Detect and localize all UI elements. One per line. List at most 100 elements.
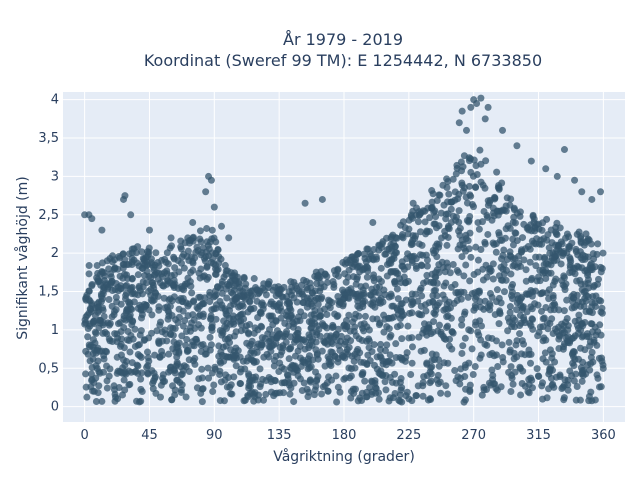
data-point xyxy=(425,324,433,332)
data-point xyxy=(454,373,462,381)
data-point xyxy=(407,371,415,379)
data-point xyxy=(527,350,535,358)
data-point xyxy=(296,317,304,325)
data-point xyxy=(465,326,473,334)
data-point xyxy=(193,384,201,392)
data-point xyxy=(98,226,106,234)
data-point xyxy=(572,396,580,404)
data-point xyxy=(332,372,340,380)
data-point xyxy=(403,388,411,396)
data-point xyxy=(423,331,431,339)
data-point xyxy=(403,349,411,357)
data-point xyxy=(85,262,93,270)
data-point xyxy=(157,318,165,326)
data-point xyxy=(465,218,473,226)
data-point xyxy=(90,317,98,325)
data-point xyxy=(552,275,560,283)
data-point xyxy=(398,262,406,270)
data-point xyxy=(190,342,198,350)
data-point xyxy=(513,142,521,150)
data-point xyxy=(148,279,156,287)
data-point xyxy=(496,236,504,244)
data-point xyxy=(520,256,528,264)
data-point xyxy=(442,382,450,390)
data-point xyxy=(415,211,423,219)
data-point xyxy=(122,295,130,303)
data-point xyxy=(114,367,122,375)
data-point xyxy=(96,270,104,278)
data-point xyxy=(110,265,118,273)
data-point xyxy=(369,274,377,282)
data-point xyxy=(518,246,526,254)
data-point xyxy=(385,245,393,253)
data-point xyxy=(392,379,400,387)
data-point xyxy=(471,295,479,303)
data-point xyxy=(347,394,355,402)
data-point xyxy=(589,293,597,301)
data-point xyxy=(345,343,353,351)
data-point xyxy=(576,276,584,284)
data-point xyxy=(324,387,332,395)
data-point xyxy=(320,283,328,291)
data-point xyxy=(488,334,496,342)
data-point xyxy=(128,254,136,262)
data-point xyxy=(572,247,580,255)
data-point xyxy=(479,276,487,284)
data-point xyxy=(529,212,537,220)
data-point xyxy=(196,274,204,282)
data-point xyxy=(481,240,489,248)
data-point xyxy=(195,293,203,301)
data-point xyxy=(232,344,240,352)
data-point xyxy=(345,266,353,274)
data-point xyxy=(91,339,99,347)
data-point xyxy=(502,266,510,274)
data-point xyxy=(509,218,517,226)
data-point xyxy=(293,298,301,306)
data-point xyxy=(553,219,561,227)
data-point xyxy=(145,306,153,314)
data-point xyxy=(117,351,125,359)
data-point xyxy=(258,375,266,383)
data-point xyxy=(174,319,182,327)
data-point xyxy=(131,290,139,298)
data-point xyxy=(201,257,209,265)
data-point xyxy=(166,367,174,375)
data-point xyxy=(224,353,232,361)
data-point xyxy=(445,342,453,350)
data-point xyxy=(282,330,290,338)
data-points xyxy=(81,94,607,406)
data-point xyxy=(580,241,588,249)
data-point xyxy=(267,388,275,396)
x-tick-label: 90 xyxy=(206,428,223,443)
data-point xyxy=(242,322,250,330)
data-point xyxy=(356,262,364,270)
data-point xyxy=(584,279,592,287)
data-point xyxy=(184,302,192,310)
data-point xyxy=(433,196,441,204)
data-point xyxy=(383,341,391,349)
data-point xyxy=(84,350,92,358)
data-point xyxy=(528,274,536,282)
data-point xyxy=(442,305,450,313)
data-point xyxy=(451,281,459,289)
data-point xyxy=(298,290,306,298)
data-point xyxy=(387,235,395,243)
data-point xyxy=(377,264,385,272)
data-point xyxy=(490,380,498,388)
data-point xyxy=(432,247,440,255)
data-point xyxy=(444,233,452,241)
data-point xyxy=(545,370,553,378)
data-point xyxy=(150,369,158,377)
data-point xyxy=(164,306,172,314)
data-point xyxy=(435,362,443,370)
data-point xyxy=(312,368,320,376)
data-point xyxy=(414,382,422,390)
data-point xyxy=(386,333,394,341)
data-point xyxy=(476,317,484,325)
data-point xyxy=(287,278,295,286)
data-point xyxy=(420,326,428,334)
data-point xyxy=(585,236,593,244)
data-point xyxy=(508,283,516,291)
data-point xyxy=(363,245,371,253)
data-point xyxy=(519,303,527,311)
